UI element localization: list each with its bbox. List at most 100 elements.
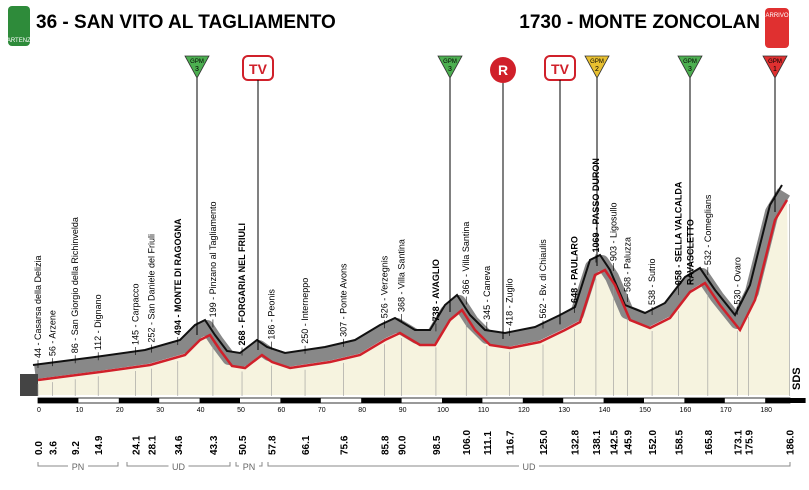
finish-title: 1730 - MONTE ZONCOLAN — [519, 12, 760, 33]
km-label: 186.0 — [785, 430, 796, 455]
region-label: PN — [72, 462, 85, 472]
place-label: 368 - Villa Santina — [397, 239, 407, 312]
place-label: 145 - Carpacco — [130, 284, 140, 346]
r-marker — [490, 57, 516, 83]
place-label: 307 - Ponte Avons — [338, 263, 348, 337]
km-label: 142.5 — [610, 430, 621, 455]
km-label: 106.0 — [462, 430, 473, 455]
place-label: 903 - Ligosullo — [609, 203, 619, 262]
region-label-bg — [519, 460, 539, 472]
scale-label: 10 — [76, 407, 84, 414]
place-label: 738 - AVAGLIO — [431, 259, 441, 321]
scale-segment — [603, 398, 644, 403]
start-badge: PARTENZA — [3, 38, 34, 44]
km-label: 145.9 — [623, 430, 634, 455]
km-label: 9.2 — [71, 441, 82, 455]
gpm-marker — [677, 55, 703, 79]
region-label-bg — [239, 460, 259, 472]
gpm-marker — [184, 55, 210, 79]
place-label: 494 - MONTE DI RAGOGNA — [173, 218, 183, 335]
km-label: 66.1 — [301, 435, 312, 455]
gpm-marker — [437, 55, 463, 79]
scale-segment — [361, 398, 402, 403]
tv-label: TV — [249, 61, 268, 77]
km-label: 85.8 — [381, 435, 392, 455]
scale-label: 170 — [720, 407, 732, 414]
scale-segment — [684, 398, 725, 403]
place-label: 56 - Arzene — [48, 310, 58, 356]
km-label: 28.1 — [148, 435, 159, 455]
scale-segment — [38, 398, 79, 403]
scale-label: 0 — [37, 407, 41, 414]
base-bar — [20, 374, 38, 396]
scale-label: 180 — [760, 407, 772, 414]
km-label: 14.9 — [94, 435, 105, 455]
profile-line — [37, 199, 789, 382]
profile-top — [32, 184, 783, 366]
km-label: 34.6 — [174, 435, 185, 455]
region-label-bg — [168, 460, 189, 472]
place-label: 186 - Peonis — [267, 289, 277, 340]
scale-label: 130 — [558, 407, 570, 414]
gpm-kind: GPM — [768, 59, 782, 65]
km-label: 158.5 — [674, 430, 685, 455]
scale-label: 90 — [399, 407, 407, 414]
place-label: 538 - Sutrio — [647, 258, 657, 305]
place-label: 562 - Bv. di Chiaulis — [538, 239, 548, 319]
km-label: 152.0 — [648, 430, 659, 455]
start-badge-bg — [8, 6, 30, 46]
place-label: 345 - Caneva — [482, 266, 492, 320]
gpm-kind: GPM — [683, 59, 697, 65]
km-label: 50.5 — [238, 435, 249, 455]
scale-label: 40 — [197, 407, 205, 414]
place-label: 530 - Ovaro — [732, 257, 742, 305]
scale-label: 60 — [278, 407, 286, 414]
place-label: 44 - Casarsa della Delizia — [33, 255, 43, 358]
place-label: 958 - SELLA VALCALDA — [673, 181, 683, 285]
place-label: 1069 - PASSO DURON — [591, 158, 601, 252]
gpm-category: 3 — [448, 66, 452, 73]
km-label: 132.8 — [571, 430, 582, 455]
km-label: 75.6 — [339, 435, 350, 455]
gpm-kind: GPM — [443, 59, 457, 65]
region-label: UD — [172, 462, 185, 472]
place-label: 250 - Interneppo — [300, 278, 310, 344]
scale-segment — [280, 398, 321, 403]
gpm-marker — [584, 55, 610, 79]
gpm-category: 3 — [195, 66, 199, 73]
scale-label: 150 — [639, 407, 651, 414]
gpm-kind: GPM — [590, 59, 604, 65]
region-label-bg — [68, 460, 88, 472]
scale-label: 50 — [237, 407, 245, 414]
scale-label: 120 — [518, 407, 530, 414]
scale-label: 20 — [116, 407, 124, 414]
place-label: 568 - Paluzza — [622, 237, 632, 292]
place-label: 648 - PAULARO — [570, 236, 580, 303]
region-label: PN — [243, 462, 256, 472]
r-label: R — [498, 62, 508, 78]
km-label: 111.1 — [483, 431, 494, 455]
km-label: 57.8 — [268, 435, 279, 455]
scale-segment — [442, 398, 483, 403]
scale-label: 100 — [437, 407, 449, 414]
km-label: 165.8 — [704, 430, 715, 455]
km-label: 98.5 — [432, 435, 443, 455]
scale-label: 140 — [599, 407, 611, 414]
gpm-marker — [762, 55, 788, 79]
place-label: 268 - FORGARIA NEL FRIULI — [237, 223, 247, 346]
tv-label: TV — [551, 61, 570, 77]
scale-label: 30 — [156, 407, 164, 414]
place-label: 526 - Verzegnis — [380, 255, 390, 318]
gpm-category: 1 — [773, 66, 777, 73]
km-label: 3.6 — [49, 441, 60, 455]
scale-label: 80 — [358, 407, 366, 414]
scale-segment — [522, 398, 564, 403]
place-label: 366 - Villa Santina — [461, 222, 471, 295]
place-label: 418 - Zuglio — [504, 278, 514, 326]
km-label: 0.0 — [34, 441, 45, 455]
start-title: 36 - SAN VITO AL TAGLIAMENTO — [36, 12, 336, 33]
scale-segment — [765, 398, 806, 403]
gpm-kind: GPM — [190, 59, 204, 65]
place-label: 112 - Dignano — [93, 294, 103, 350]
km-label: 90.0 — [398, 435, 409, 455]
